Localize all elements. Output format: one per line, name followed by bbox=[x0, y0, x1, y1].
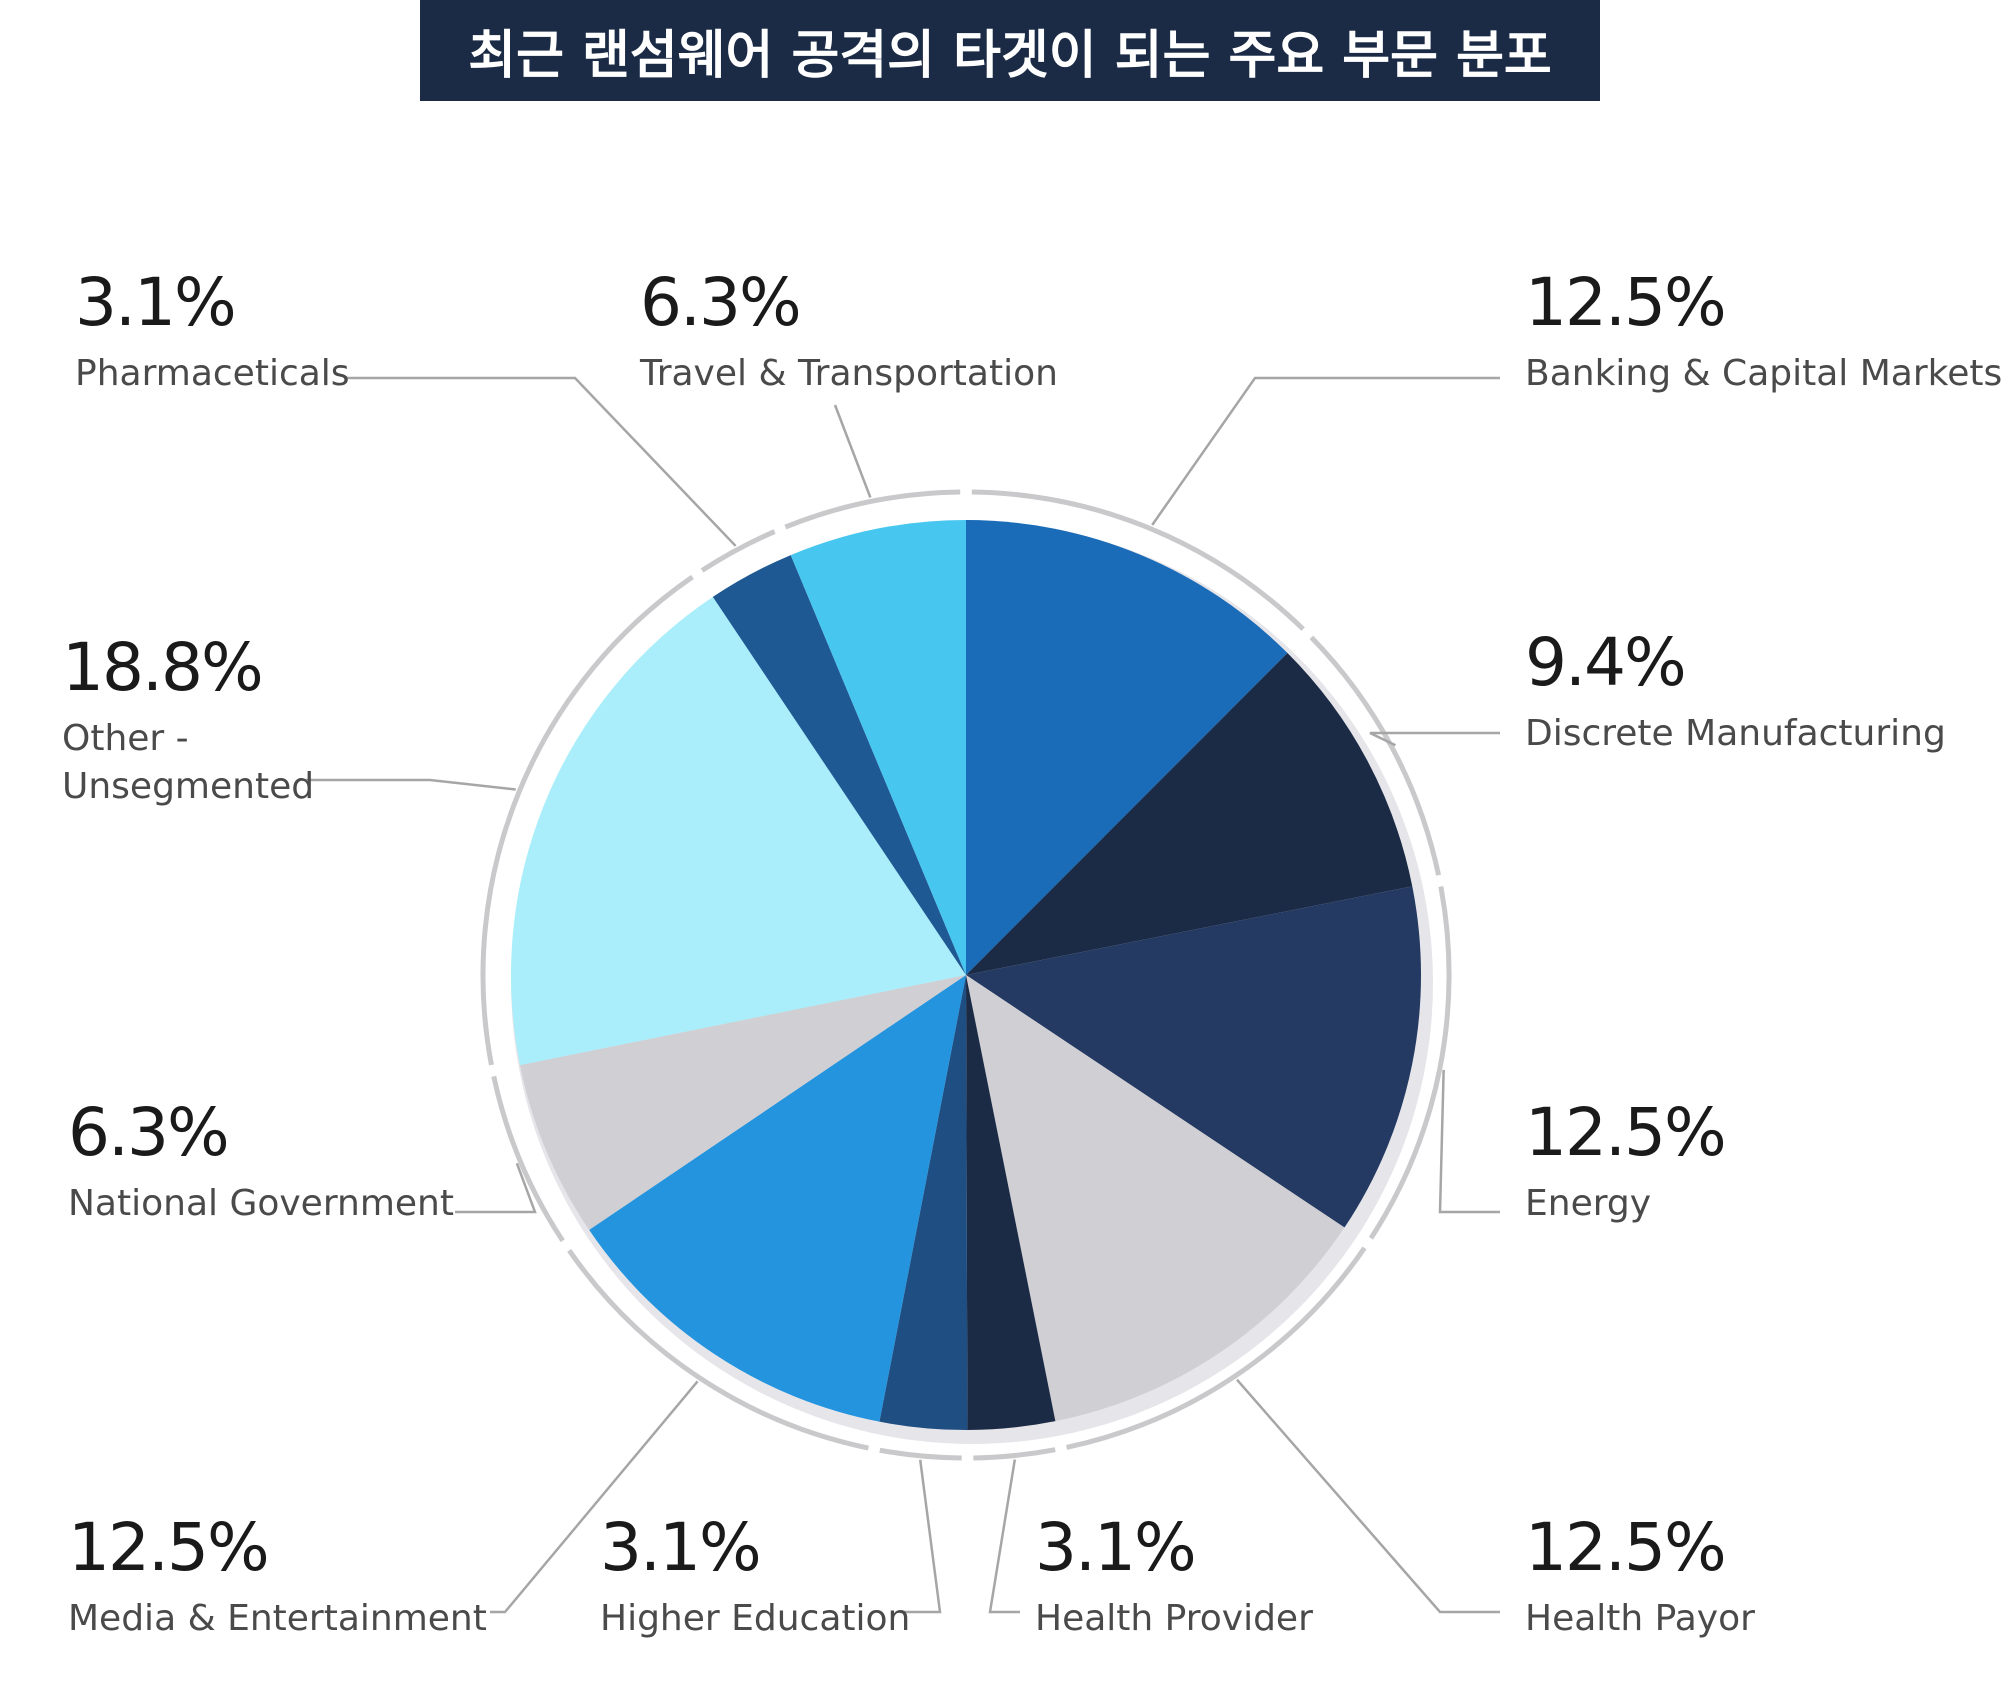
slice-name-label: Energy bbox=[1525, 1183, 1651, 1224]
pie-slice[interactable] bbox=[589, 975, 966, 1422]
outer-ring-segment bbox=[700, 529, 776, 573]
outer-ring-segment bbox=[480, 574, 694, 1066]
slice-percent-label: 12.5% bbox=[1525, 1094, 1725, 1171]
slice-name-label: Other - bbox=[62, 718, 189, 759]
leader-line bbox=[1369, 731, 1500, 747]
slice-percent-label: 3.1% bbox=[75, 264, 235, 341]
outer-ring-segment bbox=[1309, 635, 1442, 876]
slice-percent-label: 6.3% bbox=[640, 264, 800, 341]
leader-line bbox=[1236, 1378, 1500, 1614]
pie-slice[interactable] bbox=[966, 653, 1413, 975]
leader-line bbox=[833, 404, 872, 498]
pie-slice[interactable] bbox=[510, 596, 966, 1066]
pie-slice[interactable] bbox=[966, 975, 1056, 1430]
slice-percent-label: 6.3% bbox=[68, 1094, 228, 1171]
leader-line bbox=[1438, 1069, 1500, 1214]
leader-line bbox=[455, 1162, 537, 1214]
outer-ring-segment bbox=[491, 1075, 565, 1243]
slice-percent-label: 12.5% bbox=[1525, 1509, 1725, 1586]
pie-slice[interactable] bbox=[966, 886, 1421, 1228]
slice-name-label: Health Payor bbox=[1525, 1598, 1755, 1639]
leader-line bbox=[900, 1459, 942, 1614]
pie-slice[interactable] bbox=[966, 975, 1345, 1422]
outer-ring-segment bbox=[1368, 886, 1452, 1240]
outer-ring-segment bbox=[879, 1447, 962, 1461]
slice-name-label: Travel & Transportation bbox=[639, 353, 1058, 394]
leader-line bbox=[345, 376, 737, 547]
slice-name-label: Discrete Manufacturing bbox=[1525, 713, 1946, 754]
pie-slice[interactable] bbox=[520, 975, 966, 1230]
pie-slice[interactable] bbox=[790, 520, 966, 975]
slice-percent-label: 18.8% bbox=[62, 629, 262, 706]
pie-slice[interactable] bbox=[966, 520, 1288, 975]
slice-percent-label: 12.5% bbox=[68, 1509, 268, 1586]
slice-name-label: Unsegmented bbox=[62, 766, 314, 807]
leader-line bbox=[988, 1459, 1020, 1614]
slice-name-label: Banking & Capital Markets bbox=[1525, 353, 2002, 394]
pie-slice[interactable] bbox=[712, 555, 966, 975]
outer-ring-segment bbox=[1066, 1246, 1367, 1450]
slice-name-label: Health Provider bbox=[1035, 1598, 1313, 1639]
leader-line bbox=[490, 1380, 699, 1614]
slice-name-label: Pharmaceticals bbox=[75, 353, 350, 394]
slice-percent-label: 3.1% bbox=[600, 1509, 760, 1586]
leader-line bbox=[1151, 376, 1500, 526]
outer-ring-segment bbox=[973, 1447, 1056, 1461]
slice-percent-label: 12.5% bbox=[1525, 264, 1725, 341]
leader-line bbox=[305, 778, 516, 791]
outer-ring-segment bbox=[567, 1248, 869, 1451]
slice-percent-label: 3.1% bbox=[1035, 1509, 1195, 1586]
slice-percent-label: 9.4% bbox=[1525, 624, 1685, 701]
slice-name-label: Media & Entertainment bbox=[68, 1598, 487, 1639]
slice-name-label: Higher Education bbox=[600, 1598, 910, 1639]
outer-ring-segment bbox=[971, 489, 1305, 631]
slice-name-label: National Government bbox=[68, 1183, 454, 1224]
outer-ring-segment bbox=[784, 489, 961, 530]
pie-slice[interactable] bbox=[879, 975, 968, 1430]
chart-title: 최근 랜섬웨어 공격의 타겟이 되는 주요 부문 분포 bbox=[420, 0, 1600, 101]
